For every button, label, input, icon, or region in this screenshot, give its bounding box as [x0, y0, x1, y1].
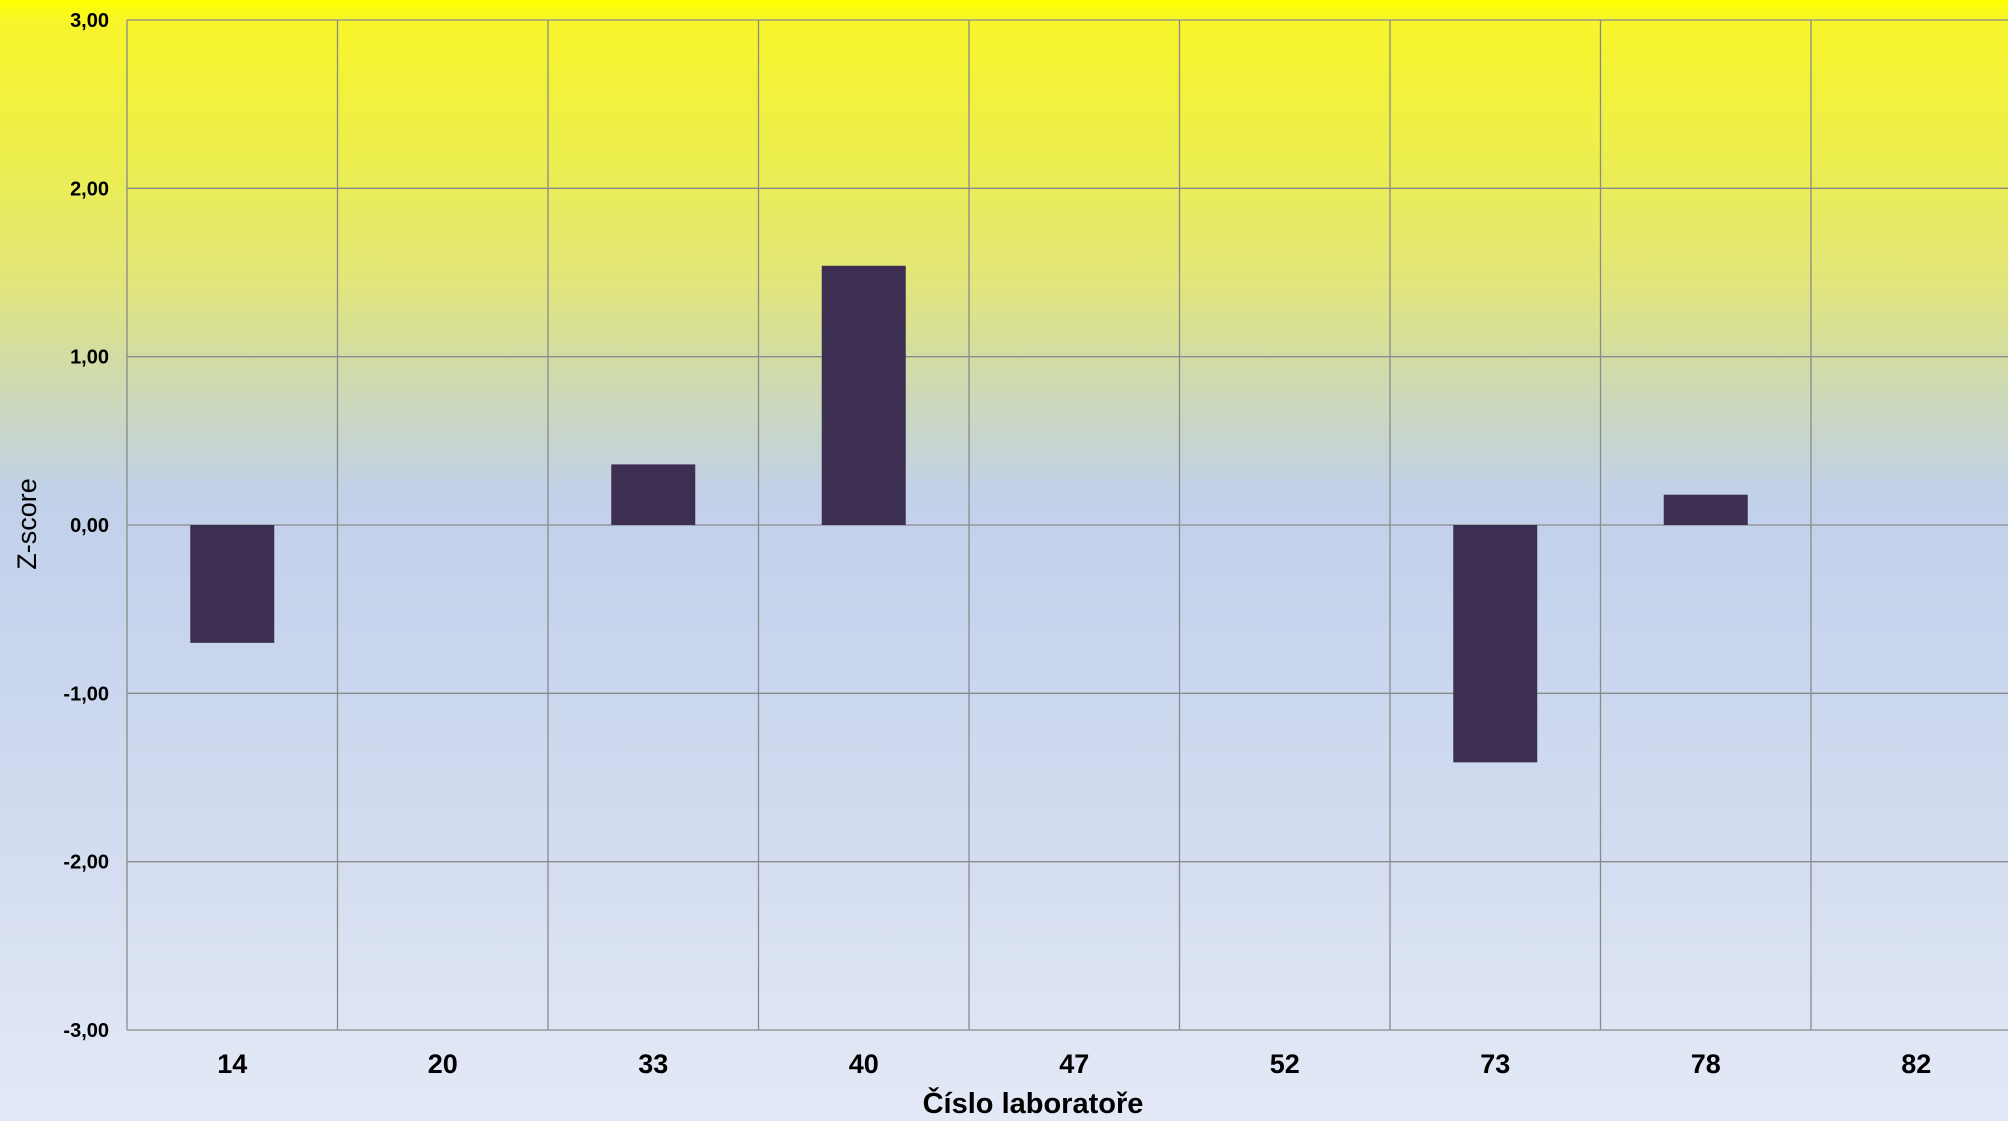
x-axis-tick-labels: 14 20 33 40 47 52 73 78 82 — [217, 1049, 1931, 1079]
y-axis-title: Z-score — [12, 478, 42, 570]
bar-lab-78 — [1663, 494, 1748, 525]
y-tick-label: -1,00 — [63, 683, 109, 705]
x-tick-label: 78 — [1691, 1049, 1721, 1079]
bar-lab-40 — [821, 265, 906, 525]
y-tick-label: -3,00 — [63, 1020, 109, 1042]
x-tick-label: 40 — [849, 1049, 879, 1079]
y-tick-label: 0,00 — [70, 515, 109, 537]
x-tick-label: 52 — [1270, 1049, 1300, 1079]
x-tick-label: 47 — [1059, 1049, 1089, 1079]
x-tick-label: 20 — [428, 1049, 458, 1079]
y-tick-label: 1,00 — [70, 347, 109, 369]
y-tick-label: 2,00 — [70, 178, 109, 200]
x-tick-label: 73 — [1480, 1049, 1510, 1079]
y-tick-label: 3,00 — [70, 10, 109, 32]
y-tick-label: -2,00 — [63, 852, 109, 874]
y-axis-tick-labels: 3,00 2,00 1,00 0,00 -1,00 -2,00 -3,00 — [63, 10, 109, 1042]
x-tick-label: 82 — [1901, 1049, 1931, 1079]
bar-lab-14 — [190, 525, 275, 643]
bars — [190, 265, 1748, 763]
x-tick-label: 33 — [638, 1049, 668, 1079]
bar-lab-33 — [611, 464, 696, 525]
grid-lines — [126, 19, 2008, 1031]
x-tick-label: 14 — [217, 1049, 247, 1079]
bar-lab-73 — [1453, 525, 1538, 763]
x-axis-title: Číslo laboratoře — [923, 1086, 1144, 1120]
